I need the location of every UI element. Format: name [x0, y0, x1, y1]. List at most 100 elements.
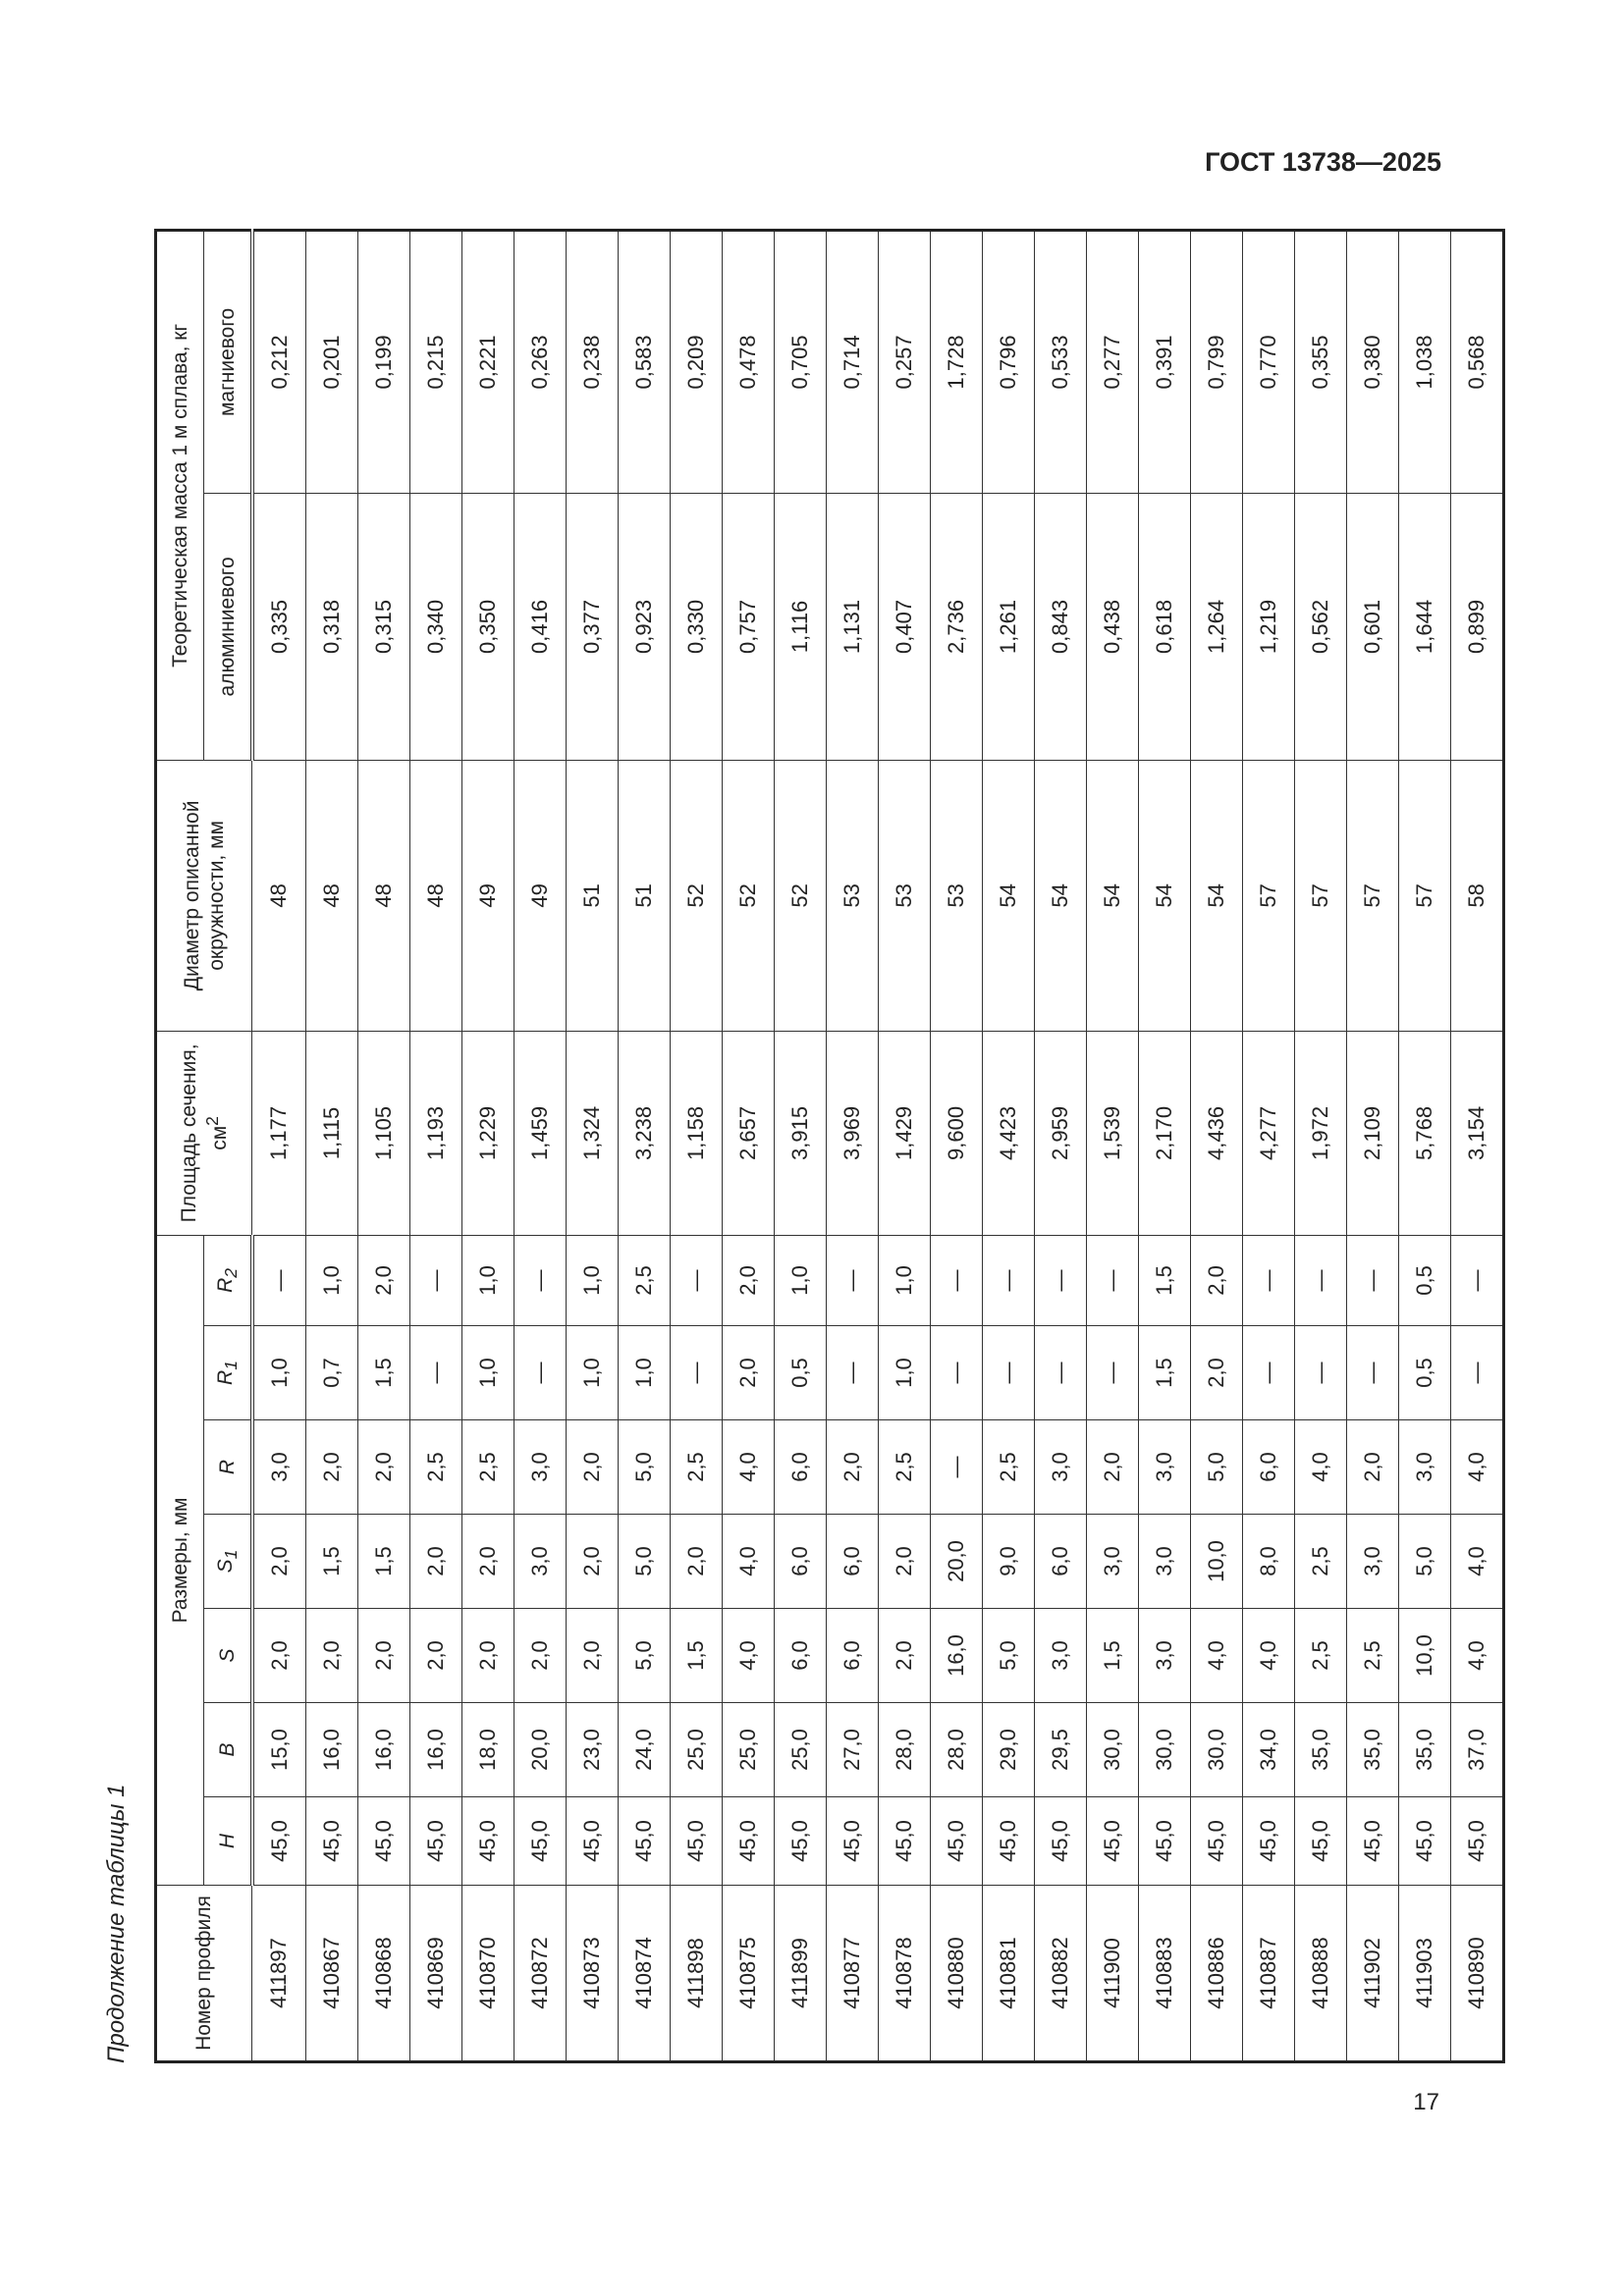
cell-mass-magnesium: 0,355	[1294, 230, 1346, 494]
cell-diameter: 48	[357, 760, 409, 1032]
cell-mass-aluminium: 0,899	[1450, 493, 1503, 761]
cell-area: 4,277	[1242, 1031, 1294, 1236]
cell-R2: 1,5	[1138, 1235, 1190, 1326]
cell-mass-magnesium: 0,380	[1346, 230, 1398, 494]
cell-B: 28,0	[878, 1702, 930, 1797]
cell-diameter: 52	[670, 760, 722, 1032]
cell-mass-aluminium: 0,407	[878, 493, 930, 761]
header-area-text: Площадь сечения, см	[178, 1043, 231, 1223]
cell-S: 6,0	[826, 1608, 878, 1703]
cell-diameter: 57	[1398, 760, 1450, 1032]
cell-area: 4,423	[982, 1031, 1034, 1236]
cell-S: 2,0	[461, 1608, 514, 1703]
cell-mass-magnesium: 0,796	[982, 230, 1034, 494]
cell-area: 5,768	[1398, 1031, 1450, 1236]
header-B: B	[203, 1702, 252, 1797]
cell-profile-number: 410887	[1242, 1885, 1294, 2062]
cell-mass-aluminium: 0,562	[1294, 493, 1346, 761]
cell-profile-number: 410888	[1294, 1885, 1346, 2062]
header-dimensions: Размеры, мм	[155, 1235, 204, 1886]
cell-mass-aluminium: 0,377	[566, 493, 618, 761]
cell-S1: 3,0	[1346, 1514, 1398, 1609]
cell-R: 2,5	[461, 1419, 514, 1515]
table-row: 410890 45,0 37,0 4,0 4,0 4,0— —3,154 58 0,899 0,5…	[1450, 230, 1503, 2062]
cell-diameter: 54	[1086, 760, 1138, 1032]
cell-S: 2,0	[514, 1608, 566, 1703]
cell-S: 4,0	[1190, 1608, 1242, 1703]
cell-profile-number: 411898	[670, 1885, 722, 2062]
cell-mass-aluminium: 1,261	[982, 493, 1034, 761]
cell-S1: 2,0	[670, 1514, 722, 1609]
cell-S: 2,5	[1346, 1608, 1398, 1703]
cell-R: 2,0	[826, 1419, 878, 1515]
cell-S: 2,5	[1294, 1608, 1346, 1703]
cell-B: 20,0	[514, 1702, 566, 1797]
cell-profile-number: 410880	[930, 1885, 982, 2062]
cell-mass-aluminium: 0,350	[461, 493, 514, 761]
cell-H: 45,0	[722, 1796, 774, 1886]
cell-R1: 0,7	[305, 1325, 357, 1420]
cell-S1: 9,0	[982, 1514, 1034, 1609]
cell-S: 2,0	[409, 1608, 461, 1703]
cell-H: 45,0	[930, 1796, 982, 1886]
cell-area: 2,657	[722, 1031, 774, 1236]
cell-R: 2,0	[1086, 1419, 1138, 1515]
table-row: 410870 45,0 18,0 2,0 2,0 2,5 1,0 1,0 1,229 49 0,35…	[461, 230, 514, 2062]
table-row: 410880 45,0 28,0 16,0 20,0— — —9,600 53 2,736 1,7…	[930, 230, 982, 2062]
cell-R1: —	[670, 1325, 722, 1420]
cell-mass-aluminium: 0,757	[722, 493, 774, 761]
table-row: 410872 45,0 20,0 2,0 3,0 3,0— —1,459 49 0,416 0,2…	[514, 230, 566, 2062]
cell-B: 24,0	[618, 1702, 670, 1797]
cell-R2: —	[670, 1235, 722, 1326]
cell-area: 1,115	[305, 1031, 357, 1236]
header-R2-sym: R	[213, 1277, 237, 1293]
header-area-sup: 2	[201, 1116, 222, 1126]
header-mass: Теоретическая масса 1 м сплава, кг	[155, 230, 204, 761]
table-row: 410887 45,0 34,0 4,0 8,0 6,0— —4,277 57 1,219 0,7…	[1242, 230, 1294, 2062]
cell-H: 45,0	[1086, 1796, 1138, 1886]
cell-diameter: 53	[930, 760, 982, 1032]
page-number: 17	[1413, 2089, 1439, 2115]
header-R-sym: R	[215, 1459, 239, 1475]
cell-S: 6,0	[774, 1608, 826, 1703]
table-row: 410869 45,0 16,0 2,0 2,0 2,5— —1,193 48 0,340 0,2…	[409, 230, 461, 2062]
header-profile-number: Номер профиля	[155, 1885, 252, 2062]
cell-mass-magnesium: 0,201	[305, 230, 357, 494]
cell-H: 45,0	[982, 1796, 1034, 1886]
table-row: 410867 45,0 16,0 2,0 1,5 2,0 0,7 1,0 1,115 48 0,31…	[305, 230, 357, 2062]
cell-mass-aluminium: 1,219	[1242, 493, 1294, 761]
cell-mass-magnesium: 0,799	[1190, 230, 1242, 494]
cell-profile-number: 411900	[1086, 1885, 1138, 2062]
cell-profile-number: 411897	[251, 1885, 305, 2062]
cell-B: 30,0	[1086, 1702, 1138, 1797]
cell-R1: —	[826, 1325, 878, 1420]
cell-B: 15,0	[251, 1702, 305, 1797]
cell-R1: —	[1086, 1325, 1138, 1420]
cell-S1: 3,0	[1138, 1514, 1190, 1609]
cell-diameter: 48	[251, 760, 305, 1032]
cell-mass-magnesium: 0,257	[878, 230, 930, 494]
cell-B: 25,0	[670, 1702, 722, 1797]
cell-R1: —	[982, 1325, 1034, 1420]
cell-R1: —	[1346, 1325, 1398, 1420]
cell-profile-number: 410869	[409, 1885, 461, 2062]
cell-H: 45,0	[566, 1796, 618, 1886]
cell-mass-aluminium: 0,315	[357, 493, 409, 761]
cell-R: 3,0	[514, 1419, 566, 1515]
cell-R1: 1,0	[251, 1325, 305, 1420]
cell-area: 3,915	[774, 1031, 826, 1236]
cell-diameter: 53	[826, 760, 878, 1032]
cell-B: 27,0	[826, 1702, 878, 1797]
cell-S1: 2,0	[878, 1514, 930, 1609]
cell-S: 3,0	[1138, 1608, 1190, 1703]
cell-profile-number: 411899	[774, 1885, 826, 2062]
cell-H: 45,0	[1294, 1796, 1346, 1886]
cell-mass-magnesium: 0,583	[618, 230, 670, 494]
cell-S1: 5,0	[618, 1514, 670, 1609]
table-row: 411900 45,0 30,0 1,5 3,0 2,0— —1,539 54 0,438 0,2…	[1086, 230, 1138, 2062]
cell-S: 4,0	[722, 1608, 774, 1703]
cell-area: 2,959	[1034, 1031, 1086, 1236]
cell-R: 5,0	[1190, 1419, 1242, 1515]
cell-mass-aluminium: 0,438	[1086, 493, 1138, 761]
cell-mass-aluminium: 0,330	[670, 493, 722, 761]
